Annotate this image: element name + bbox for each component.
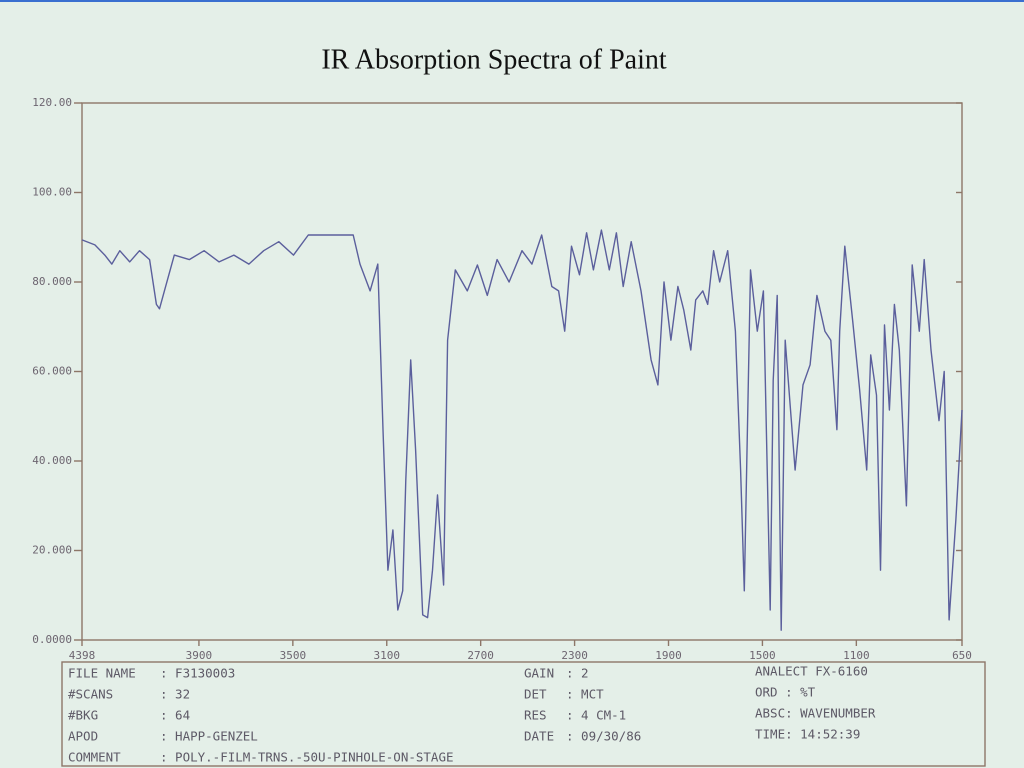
info-label: #SCANS (68, 687, 113, 702)
info-item: ABSC: WAVENUMBER (755, 706, 876, 721)
x-tick-label: 2300 (561, 649, 588, 662)
info-label: DATE (524, 729, 554, 744)
x-tick-label: 3900 (186, 649, 213, 662)
x-tick-label: 2700 (467, 649, 494, 662)
info-item: TIME: 14:52:39 (755, 727, 860, 742)
info-table: FILE NAME : F3130003 #SCANS : 32 #BKG : 64 APO… (68, 664, 876, 765)
info-label: COMMENT (68, 750, 121, 765)
info-value: : 32 (160, 687, 190, 702)
info-value: : 64 (160, 708, 190, 723)
y-tick-label: 20.000 (32, 544, 72, 557)
info-value: : F3130003 (160, 666, 235, 681)
info-label: #BKG (68, 708, 98, 723)
x-tick-label: 3100 (374, 649, 401, 662)
x-tick-label: 1900 (655, 649, 682, 662)
info-label: RES (524, 708, 547, 723)
spectrum-line (81, 229, 963, 631)
info-box (61, 661, 986, 767)
info-label: FILE NAME (68, 666, 136, 681)
x-tick-label: 1500 (749, 649, 776, 662)
y-tick-label: 80.000 (32, 275, 72, 288)
x-tick-label: 1100 (843, 649, 870, 662)
y-tick-label: 100.00 (32, 186, 72, 199)
plot: 0.0000 20.000 40.000 60.000 80.000 100.00 120.… (32, 96, 972, 662)
info-value: : MCT (566, 687, 604, 702)
info-value: : 2 (566, 666, 589, 681)
y-tick-label: 120.00 (32, 96, 72, 109)
info-label: GAIN (524, 666, 554, 681)
y-tick-label: 0.0000 (32, 633, 72, 646)
info-value: : POLY.-FILM-TRNS.-50U-PINHOLE-ON-STAGE (160, 750, 454, 765)
info-label: DET (524, 687, 547, 702)
y-tick-label: 40.000 (32, 454, 72, 467)
info-item: ANALECT FX-6160 (755, 664, 868, 679)
info-value: : 4 CM-1 (566, 708, 626, 723)
x-tick-label: 4398 (69, 649, 96, 662)
info-value: : 09/30/86 (566, 729, 641, 744)
chart-title: IR Absorption Spectra of Paint (321, 44, 667, 75)
info-label: APOD (68, 729, 98, 744)
x-tick-label: 3500 (280, 649, 307, 662)
info-value: : HAPP-GENZEL (160, 729, 258, 744)
info-item: ORD : %T (755, 685, 816, 700)
y-tick-label: 60.000 (32, 365, 72, 378)
x-tick-label: 650 (952, 649, 972, 662)
